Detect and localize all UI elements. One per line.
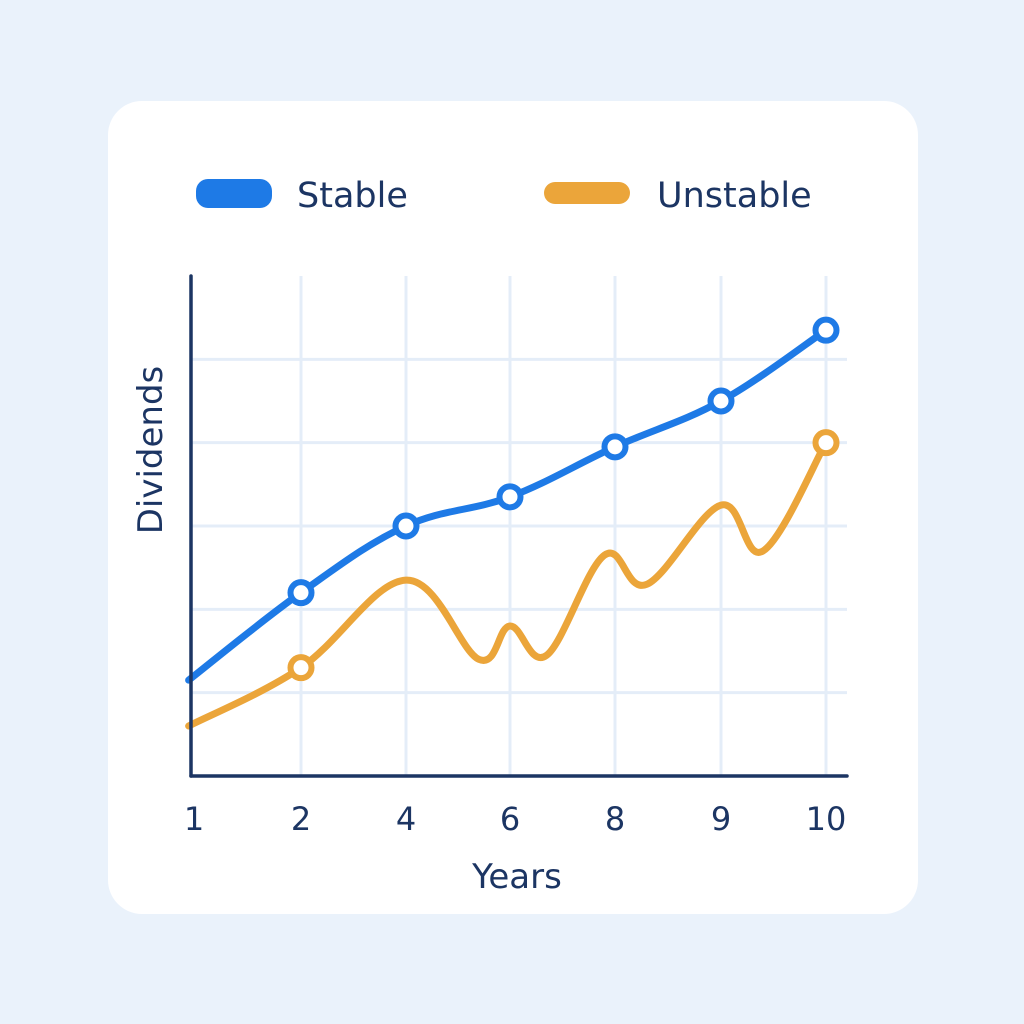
x-tick-label: 1 [184,800,204,838]
data-point-stable [496,483,524,511]
series-layer [185,316,840,730]
data-point-stable [392,512,420,540]
legend-label-unstable: Unstable [657,176,812,216]
legend: Stable Unstable [196,176,812,216]
x-tick-labels: 1 2 4 6 8 9 10 [184,800,847,838]
grid [191,276,847,776]
x-tick-label: 9 [711,800,731,838]
legend-swatch-unstable [544,182,630,204]
x-tick-label: 2 [291,800,311,838]
data-point-unstable [812,429,840,457]
x-tick-label: 8 [605,800,625,838]
data-point-unstable [287,654,315,682]
x-tick-label: 6 [500,800,520,838]
x-tick-label: 4 [396,800,416,838]
x-axis-title: Years [471,857,562,897]
legend-swatch-stable [196,179,272,208]
series-line-unstable [185,439,830,730]
legend-label-stable: Stable [297,176,408,216]
data-point-stable [812,316,840,344]
data-point-stable [287,579,315,607]
x-tick-label: 10 [806,800,847,838]
y-axis-title: Dividends [131,366,171,535]
data-point-stable [601,433,629,461]
data-point-stable [707,387,735,415]
